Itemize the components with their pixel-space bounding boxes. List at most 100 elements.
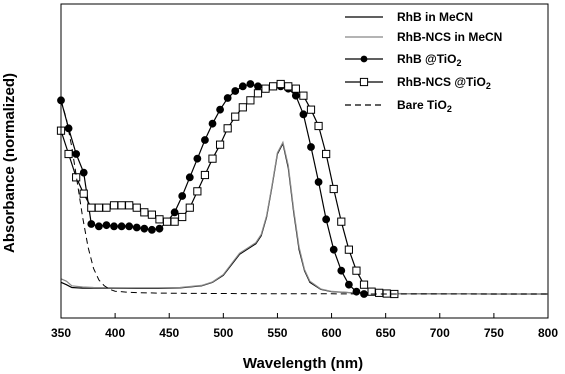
data-point <box>261 84 270 93</box>
series-0 <box>60 141 548 295</box>
data-point <box>276 79 285 89</box>
data-point <box>375 288 384 297</box>
x-tick-label: 500 <box>213 326 233 340</box>
data-point <box>307 143 315 151</box>
data-point <box>140 208 149 217</box>
legend-marker <box>360 55 368 63</box>
data-point <box>140 224 149 233</box>
data-point <box>314 121 323 131</box>
legend-label-main: Bare TiO <box>397 98 447 112</box>
data-point <box>72 150 81 158</box>
data-point <box>200 170 210 180</box>
legend-label-subscript: 2 <box>447 104 452 114</box>
series-3 <box>56 79 399 299</box>
data-point <box>102 203 111 212</box>
data-point <box>337 266 346 275</box>
data-point <box>132 203 141 212</box>
data-point <box>155 215 164 224</box>
data-point <box>291 91 300 100</box>
data-point <box>246 80 255 88</box>
data-point <box>110 222 118 231</box>
data-point <box>329 184 338 194</box>
data-point <box>269 82 278 91</box>
legend-label: RhB @TiO2 <box>397 52 462 68</box>
series-line <box>60 83 365 295</box>
data-point <box>125 222 134 231</box>
data-point <box>178 212 187 222</box>
data-point <box>94 203 103 212</box>
data-point <box>238 103 247 112</box>
data-point <box>208 119 217 128</box>
x-tick-label: 600 <box>322 326 342 340</box>
series-1 <box>60 140 548 295</box>
data-point <box>352 287 361 296</box>
series-line <box>60 83 395 295</box>
data-point <box>201 136 209 144</box>
data-point <box>193 154 202 163</box>
data-point <box>109 201 119 210</box>
x-axis-title: Wavelength (nm) <box>243 355 363 372</box>
data-point <box>162 217 172 226</box>
data-point <box>170 217 179 226</box>
data-point <box>117 201 126 210</box>
data-point <box>117 222 126 231</box>
data-point <box>322 215 331 224</box>
data-point <box>314 178 323 186</box>
data-point <box>306 105 316 114</box>
series-2 <box>57 80 368 298</box>
data-point <box>87 203 96 212</box>
x-tick-label: 550 <box>267 326 287 340</box>
legend-marker <box>359 77 369 87</box>
data-point <box>185 173 194 182</box>
data-point <box>79 168 88 177</box>
legend-label-main: RhB in MeCN <box>397 10 473 24</box>
data-point <box>231 87 240 95</box>
x-tick-label: 350 <box>51 326 71 340</box>
legend-item: RhB @TiO2 <box>345 52 462 68</box>
data-point <box>238 82 247 91</box>
x-tick-label: 450 <box>159 326 179 340</box>
data-point <box>329 245 338 254</box>
series-line <box>60 141 548 295</box>
data-point <box>94 222 103 231</box>
x-tick-label: 650 <box>376 326 396 340</box>
data-point <box>193 187 202 196</box>
data-point <box>291 84 300 93</box>
data-point <box>178 192 187 200</box>
legend-label-main: RhB-NCS @TiO <box>397 75 486 89</box>
data-point <box>299 110 308 119</box>
data-point <box>253 89 263 98</box>
data-point <box>132 223 141 232</box>
data-point <box>170 208 179 217</box>
data-point <box>64 149 73 159</box>
data-point <box>87 220 96 228</box>
legend-label: RhB in MeCN <box>397 10 473 24</box>
data-point <box>223 94 232 102</box>
data-point <box>208 154 217 163</box>
data-point <box>125 201 134 210</box>
data-point <box>79 189 88 198</box>
data-point <box>344 280 353 289</box>
data-point <box>337 217 346 226</box>
series-line <box>60 100 548 295</box>
legend-label-subscript: 2 <box>456 58 461 68</box>
data-point <box>344 245 353 254</box>
data-point <box>284 82 293 91</box>
data-point <box>359 280 369 289</box>
legend-label: RhB-NCS in MeCN <box>397 30 502 44</box>
legend-label: RhB-NCS @TiO2 <box>397 75 491 91</box>
data-point <box>102 221 111 230</box>
legend-item: RhB-NCS @TiO2 <box>345 75 491 91</box>
data-point <box>246 96 255 105</box>
data-point <box>147 210 157 219</box>
x-tick-label: 800 <box>538 326 558 340</box>
data-point <box>231 112 240 121</box>
legend-label-subscript: 2 <box>486 81 491 91</box>
x-tick-label: 700 <box>430 326 450 340</box>
legend-item: Bare TiO2 <box>345 98 452 114</box>
data-point <box>185 203 194 212</box>
data-point <box>322 149 331 159</box>
series-line <box>60 140 548 295</box>
data-point <box>352 266 361 275</box>
